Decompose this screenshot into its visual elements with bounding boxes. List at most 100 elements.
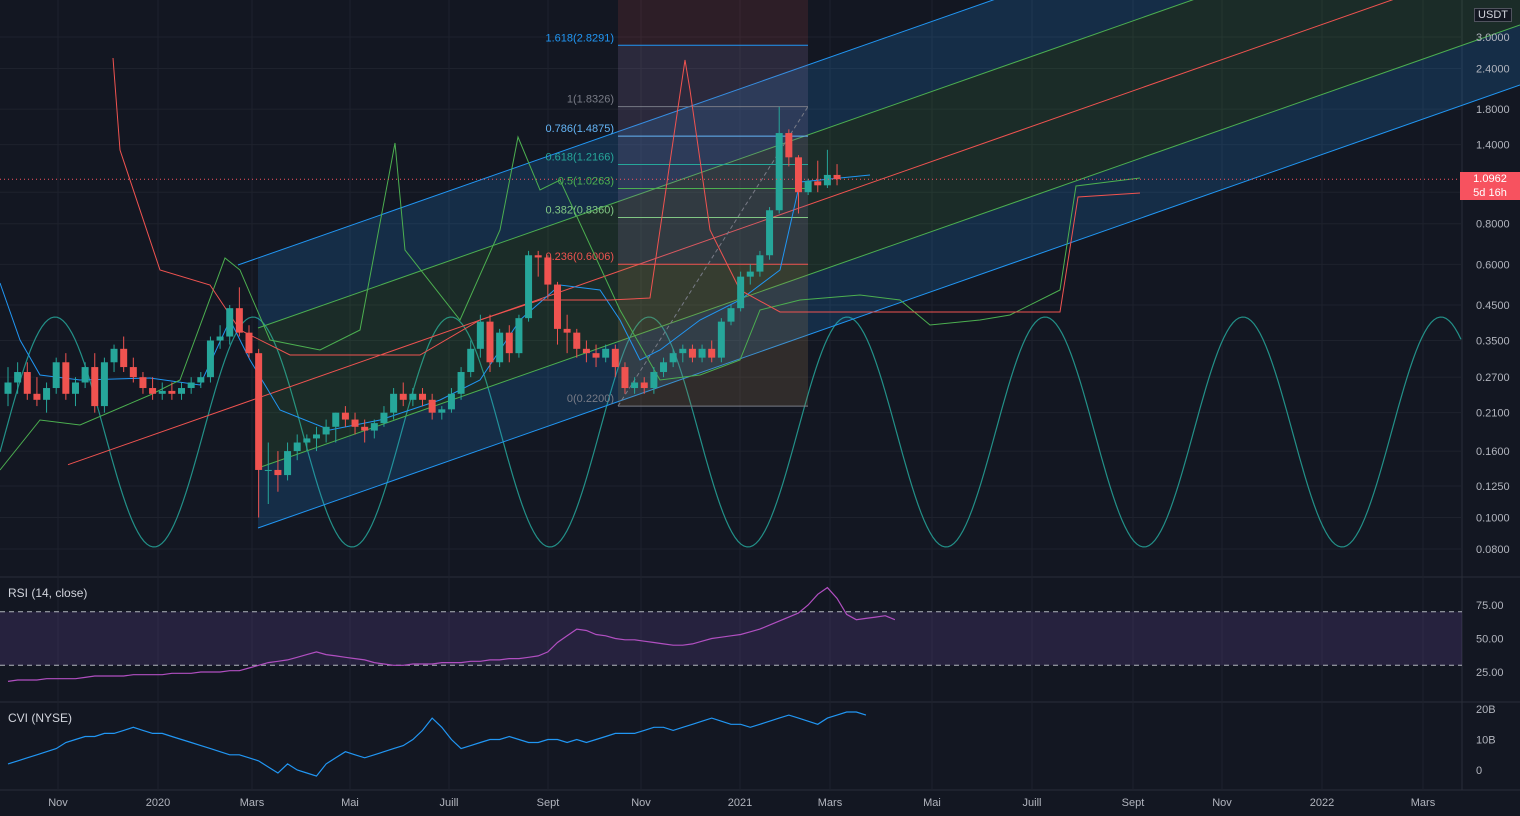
candle-body [785,133,793,158]
candle-body [399,393,407,400]
candle-body [438,409,446,413]
fib-level-label: 0(0.2200) [567,393,614,405]
candle-body [717,321,725,358]
candle-body [794,157,802,193]
candle-body [660,362,668,373]
rsi-tick-label: 25.00 [1476,667,1504,679]
y-tick-label: 0.8000 [1476,219,1510,231]
candle-body [168,390,176,394]
x-tick-label: Nov [631,797,651,809]
candle-body [332,412,340,427]
y-tick-label: 0.2100 [1476,408,1510,420]
channel-band [258,0,1520,468]
x-tick-label: Juill [440,797,459,809]
candle-body [698,348,706,358]
candle-body [611,348,619,368]
candle-body [746,271,754,277]
y-tick-label: 0.6000 [1476,259,1510,271]
candle-body [139,377,147,389]
rsi-band-fill [0,611,1462,666]
x-tick-label: Mai [341,797,359,809]
candle-body [631,382,639,389]
channel-line [257,24,1520,469]
candle-body [766,210,774,256]
y-tick-label: 0.1000 [1476,512,1510,524]
y-tick-label: 0.2700 [1476,372,1510,384]
current-price-tag: 1.0962 [1460,172,1520,186]
regression-channel [67,0,1520,529]
candle-body [312,434,320,439]
candle-body [341,412,349,420]
candle-body [322,426,330,435]
fib-level-label: 0.236(0.6006) [546,251,615,263]
candle-body [81,367,89,383]
candle-body [43,388,51,400]
x-tick-label: Mars [1411,797,1436,809]
candle-body [293,442,301,452]
candle-body [553,284,561,329]
candle-body [486,321,494,363]
candle-body [804,181,812,193]
x-tick-label: 2021 [728,797,752,809]
y-tick-label: 1.8000 [1476,104,1510,116]
candle-body [650,372,658,389]
candle-body [226,308,234,337]
candle-body [390,393,398,413]
channel-line [237,0,995,266]
candle-body [4,382,12,394]
channel-band [258,25,1520,528]
candle-body [727,308,735,322]
candle-body [274,469,282,476]
rsi-line [7,586,896,682]
candle-body [505,332,513,354]
channel-line [257,84,1520,529]
countdown-tag: 5d 16h [1460,186,1520,200]
candle-body [206,340,214,378]
candle-body [515,318,523,354]
cvi-tick-label: 10B [1476,735,1496,747]
candle-body [197,377,205,383]
candle-body [255,353,263,470]
y-tick-label: 0.0800 [1476,544,1510,556]
candle-body [62,362,70,394]
y-tick-label: 0.4500 [1476,300,1510,312]
fib-level-label: 1.618(2.8291) [546,32,615,44]
axes: Nov 2020 Mars Mai Juill Sept Nov 2021 Mars Mai Jui… [48,32,1509,809]
x-tick-label: 2020 [146,797,170,809]
candle-body [525,255,533,319]
sine-wave [0,316,1462,548]
candle-body [284,451,292,476]
candle-body [245,332,253,354]
fib-level-label: 0.382(0.8360) [546,205,615,217]
candle-body [110,348,118,363]
x-tick-label: 2022 [1310,797,1334,809]
rsi-pane [0,586,1462,682]
cvi-title: CVI (NYSE) [8,711,73,725]
envelope-upper-line [0,135,1141,471]
x-tick-label: Nov [1212,797,1232,809]
candle-body [129,367,137,378]
rsi-tick-label: 75.00 [1476,600,1504,612]
candlesticks [0,106,1462,518]
y-tick-label: 3.0000 [1476,32,1510,44]
candle-body [120,348,128,368]
candle-body [91,367,99,407]
fib-level-label: 0.618(1.2166) [546,152,615,164]
candle-body [833,174,841,180]
candle-body [149,388,157,394]
candle-body [178,388,186,394]
y-tick-label: 0.1600 [1476,446,1510,458]
fib-level-label: 0.786(1.4875) [546,123,615,135]
rsi-title: RSI (14, close) [8,586,88,600]
cvi-tick-label: 20B [1476,704,1496,716]
candle-body [428,399,436,413]
cvi-tick-label: 0 [1476,765,1482,777]
candle-body [756,255,764,272]
candle-body [23,372,31,394]
candle-body [708,348,716,358]
channel-line [257,0,1194,329]
candle-body [544,257,552,285]
candle-body [496,332,504,363]
candle-body [573,332,581,349]
